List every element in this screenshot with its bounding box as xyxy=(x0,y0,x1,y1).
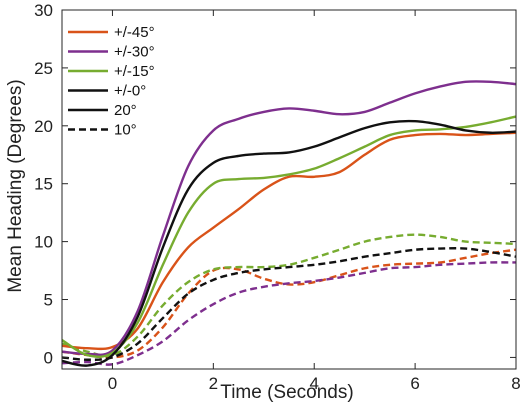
legend-label: 20° xyxy=(114,102,137,119)
tick-labels: 0 2 4 6 8 0 5 10 15 20 25 30 xyxy=(34,1,521,393)
series-line-0-dashed xyxy=(61,247,517,361)
series-line-0-solid xyxy=(61,119,517,367)
y-axis-title: Mean Heading (Degrees) xyxy=(5,79,26,292)
axes-layer xyxy=(61,9,517,370)
legend-label: +/-45° xyxy=(114,24,155,41)
legend-label: +/-15° xyxy=(114,63,155,80)
x-tick-label: 4 xyxy=(309,374,318,393)
y-tick-label: 0 xyxy=(44,348,53,367)
y-tick-label: 25 xyxy=(34,59,53,78)
y-tick-label: 5 xyxy=(44,291,53,310)
legend-label: +/-0° xyxy=(114,83,146,100)
x-tick-label: 0 xyxy=(108,374,117,393)
x-tick-label: 8 xyxy=(511,374,520,393)
legend-label: 10° xyxy=(114,122,137,139)
lines-layer xyxy=(61,80,517,367)
x-tick-label: 2 xyxy=(209,374,218,393)
series-line-15-dashed xyxy=(61,233,517,358)
x-tick-label: 6 xyxy=(410,374,419,393)
legend: +/-45° +/-30° +/-15° +/-0° 20° 10° xyxy=(68,24,155,139)
series-line-45-solid xyxy=(61,131,517,351)
y-tick-label: 10 xyxy=(34,233,53,252)
y-tick-label: 15 xyxy=(34,175,53,194)
y-tick-label: 20 xyxy=(34,117,53,136)
axes-frame xyxy=(61,9,517,370)
series-line-30-solid xyxy=(61,80,517,357)
legend-label: +/-30° xyxy=(114,44,155,61)
series-line-30-dashed xyxy=(61,261,517,366)
x-axis-title: Time (Seconds) xyxy=(220,382,353,403)
series-line-15-solid xyxy=(61,115,517,358)
y-tick-label: 30 xyxy=(34,1,53,20)
